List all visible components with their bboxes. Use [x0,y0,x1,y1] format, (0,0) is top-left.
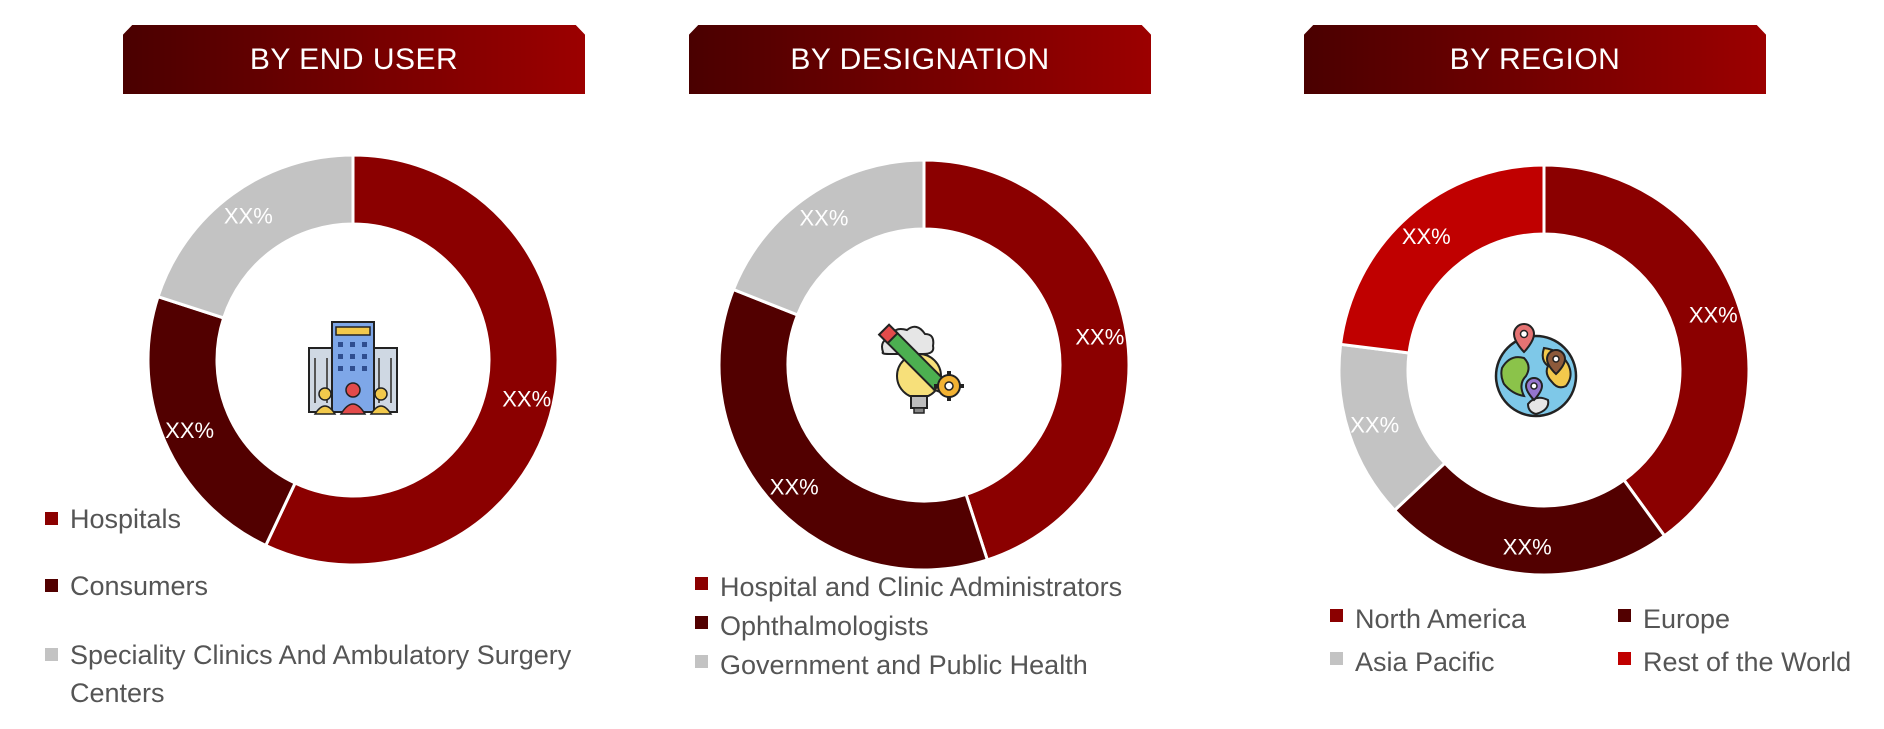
slice-value-label: XX% [1350,413,1399,438]
slice-value-label: XX% [799,205,848,230]
legend-item: Hospital and Clinic Administrators [695,566,1122,606]
donut-slice [263,153,560,567]
legend-swatch [45,648,58,661]
legend-swatch [1330,609,1343,623]
donut-slice [922,158,1131,562]
globe-pins-icon [1488,320,1584,420]
region-legend: North America Europe Asia Pacific Rest of t… [1330,598,1884,688]
region-title-banner: BY REGION [1304,25,1766,94]
legend-swatch [1618,652,1631,666]
designation-legend: Hospital and Clinic Administrators Ophtha… [695,566,1255,686]
donut-slice [1338,163,1546,355]
donut-slice [717,287,990,572]
legend-label: Hospitals [70,504,182,534]
slice-value-label: XX% [1402,224,1451,249]
legend-item: Europe [1618,598,1730,638]
legend-swatch [45,512,58,525]
legend-swatch [695,577,708,591]
designation-title-banner: BY DESIGNATION [689,25,1151,94]
legend-item: Hospitals [45,500,181,538]
legend-swatch [695,616,708,630]
end-user-donut-chart: XX% XX% XX% [146,153,560,567]
region-title: BY REGION [1449,42,1621,76]
designation-donut-chart: XX% XX% XX% [717,158,1131,572]
legend-swatch [1330,652,1343,666]
legend-label: Europe [1643,603,1731,634]
slice-value-label: XX% [502,386,551,411]
legend-item: Consumers [45,567,208,605]
donut-slice [156,153,355,320]
legend-item: Asia Pacific [1330,641,1495,681]
slice-value-label: XX% [1689,302,1738,327]
legend-swatch [695,655,708,669]
legend-item: Ophthalmologists [695,605,929,645]
slice-value-label: XX% [1075,325,1124,350]
pencil-lightbulb-gear-icon [873,320,973,420]
slice-value-label: XX% [1503,535,1552,560]
legend-label: North America [1355,603,1527,634]
region-panel: BY REGION XX% XX% XX% XX% North America Euro… [1250,0,1884,729]
slice-value-label: XX% [165,418,214,443]
legend-label: Rest of the World [1643,646,1852,677]
end-user-legend: Hospitals Consumers Speciality Clinics And… [45,500,645,710]
region-donut-chart: XX% XX% XX% XX% [1337,163,1751,577]
end-user-title: BY END USER [249,42,459,76]
legend-label: Consumers [70,571,209,601]
legend-item: North America [1330,598,1526,638]
hospital-building-icon [305,318,401,418]
legend-label: Ophthalmologists [720,610,929,641]
designation-title: BY DESIGNATION [790,42,1050,76]
legend-item: Speciality Clinics And Ambulatory Surger… [45,636,571,712]
slice-value-label: XX% [770,474,819,499]
end-user-title-banner: BY END USER [123,25,585,94]
slice-value-label: XX% [224,203,273,228]
legend-item: Government and Public Health [695,644,1088,684]
designation-panel: BY DESIGNATION XX% XX% XX% Hospital and Cl… [620,0,1250,729]
legend-label: Hospital and Clinic Administrators [720,571,1123,602]
legend-label: Speciality Clinics And Ambulatory Surger… [70,640,572,708]
end-user-panel: BY END USER XX% XX% XX% Hospitals Con [0,0,620,729]
legend-swatch [45,579,58,592]
donut-slice [1542,163,1751,538]
legend-swatch [1618,609,1631,623]
donut-slice [731,158,926,317]
legend-label: Asia Pacific [1355,646,1495,677]
legend-item: Rest of the World [1618,641,1851,681]
legend-label: Government and Public Health [720,649,1088,680]
